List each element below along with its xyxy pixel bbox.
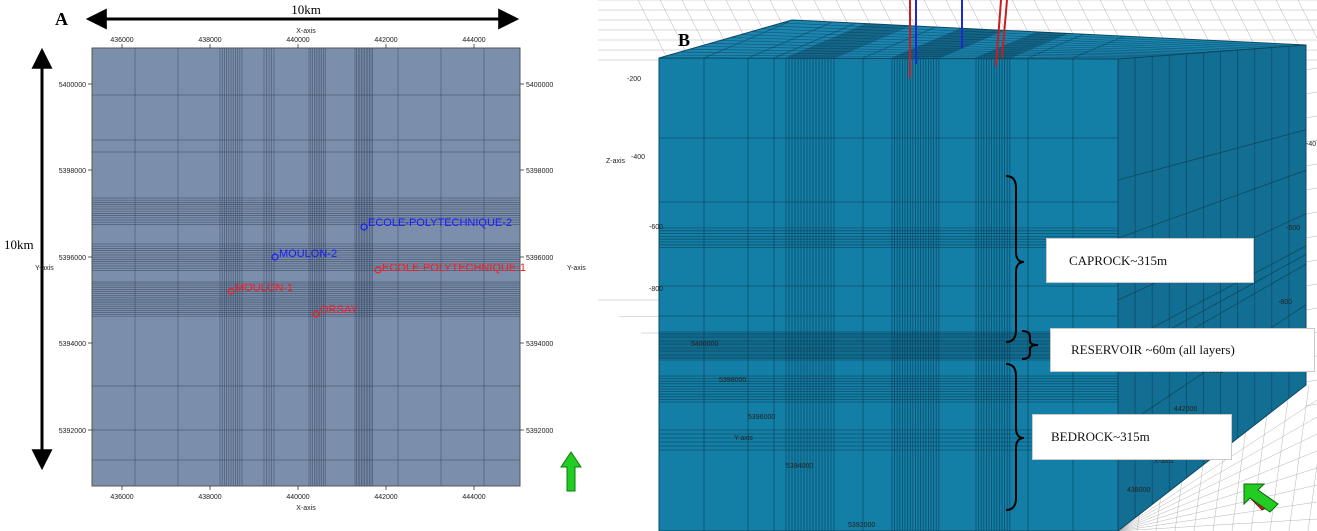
panel-b-letter: B xyxy=(678,30,690,50)
bedrock-brace-icon xyxy=(1005,363,1025,511)
y-tick-left: 5394000 xyxy=(59,341,86,348)
vertical-scale-label: 10km xyxy=(4,237,34,252)
caprock-brace-icon xyxy=(1005,175,1025,343)
y-tick-right: 5396000 xyxy=(526,255,553,262)
plan-view-map: A 10km 10km X-axis X-axis Y-axis Y-axis … xyxy=(4,2,586,512)
well-label: ECOLE-POLYTECHNIQUE-1 xyxy=(382,262,526,274)
caprock-callout: CAPROCK~315m xyxy=(1046,238,1254,283)
well-marker-icon xyxy=(360,223,368,231)
z-tick-left: -600 xyxy=(649,224,663,231)
well-moulon-1[interactable]: MOULON-1 xyxy=(227,282,293,295)
grid-lines xyxy=(92,48,520,486)
panel-a-letter: A xyxy=(55,9,68,29)
well-trajectory xyxy=(1001,0,1008,59)
reservoir-brace-icon xyxy=(1021,330,1039,360)
y-axis-title: Y-axis xyxy=(734,435,753,442)
x-axis-title: X-axis xyxy=(1154,458,1174,465)
x-tick: 442000 xyxy=(1174,406,1197,413)
well-moulon-2[interactable]: MOULON-2 xyxy=(271,248,337,261)
y-axis-title-right: Y-axis xyxy=(567,265,586,272)
x-tick-bottom: 436000 xyxy=(110,494,133,501)
z-axis-title: Z-axis xyxy=(606,158,626,165)
y-axis-title-left: Y-axis xyxy=(35,265,54,272)
z-tick-right: -800 xyxy=(1278,299,1292,306)
well-label: MOULON-1 xyxy=(235,282,293,294)
x-axis-title-bottom: X-axis xyxy=(296,505,316,512)
x-tick-bottom: 438000 xyxy=(198,494,221,501)
well-marker-icon xyxy=(312,310,320,318)
well-ecole-polytechnique-2[interactable]: ECOLE-POLYTECHNIQUE-2 xyxy=(360,217,512,231)
caprock-label: CAPROCK~315m xyxy=(1069,252,1168,268)
z-tick-right: -40 xyxy=(1306,141,1316,148)
y-tick: 5400000 xyxy=(691,341,718,348)
x-tick: 438000 xyxy=(1127,487,1150,494)
horizontal-scale-label: 10km xyxy=(291,2,321,17)
y-tick: 5396000 xyxy=(748,414,775,421)
well-trajectories xyxy=(909,0,1008,78)
well-orsay[interactable]: ORSAY xyxy=(312,304,358,318)
well-label: MOULON-2 xyxy=(279,248,337,260)
map-frame xyxy=(91,47,521,487)
right-face xyxy=(1117,44,1307,531)
y-tick: 5394000 xyxy=(786,463,813,470)
y-tick-left: 5400000 xyxy=(59,82,86,89)
y-tick-right: 5394000 xyxy=(526,341,553,348)
x-tick-bottom: 444000 xyxy=(462,494,485,501)
orientation-arrow-icon xyxy=(1243,483,1279,513)
y-tick-right: 5392000 xyxy=(526,428,553,435)
y-tick: 5392000 xyxy=(848,522,875,529)
x-tick-bottom: 442000 xyxy=(374,494,397,501)
front-grid-lines xyxy=(659,58,1118,531)
well-ecole-polytechnique-1[interactable]: ECOLE-POLYTECHNIQUE-1 xyxy=(374,262,526,274)
tick-marks xyxy=(88,44,524,490)
well-marker-icon xyxy=(374,266,382,274)
y-tick-left: 5392000 xyxy=(59,428,86,435)
x-tick-top: 442000 xyxy=(374,37,397,44)
well-label: ECOLE-POLYTECHNIQUE-2 xyxy=(368,217,512,229)
bedrock-label: BEDROCK~315m xyxy=(1051,429,1150,444)
z-tick-left: -800 xyxy=(649,286,663,293)
x-tick-top: 444000 xyxy=(462,37,485,44)
well-marker-icon xyxy=(271,253,279,261)
x-tick-top: 440000 xyxy=(286,37,309,44)
x-axis-title-top: X-axis xyxy=(296,28,316,35)
grid-map-area xyxy=(92,48,520,486)
y-tick: 5398000 xyxy=(719,377,746,384)
reservoir-label: RESERVOIR ~60m (all layers) xyxy=(1071,342,1235,357)
x-tick-top: 438000 xyxy=(198,37,221,44)
well-marker-icon xyxy=(227,287,235,295)
bedrock-callout: BEDROCK~315m xyxy=(1032,414,1232,460)
x-tick-bottom: 440000 xyxy=(286,494,309,501)
grid-3d-view: B -200 -400 Z-axis -600 -800 -40 -600 -8… xyxy=(598,0,1317,531)
y-tick-right: 5400000 xyxy=(526,82,553,89)
panel-a-plan-view: A 10km 10km X-axis X-axis Y-axis Y-axis … xyxy=(0,0,590,531)
z-tick-left: -400 xyxy=(631,154,645,161)
north-arrow-icon xyxy=(560,451,582,492)
y-tick-right: 5398000 xyxy=(526,168,553,175)
well-label: ORSAY xyxy=(320,304,358,316)
panel-b-3d-view: B -200 -400 Z-axis -600 -800 -40 -600 -8… xyxy=(598,0,1317,531)
well-trajectory xyxy=(995,0,1002,67)
y-tick-left: 5398000 xyxy=(59,168,86,175)
z-tick-right: -600 xyxy=(1286,225,1300,232)
reservoir-callout: RESERVOIR ~60m (all layers) xyxy=(1050,328,1315,372)
x-tick-top: 436000 xyxy=(110,37,133,44)
z-tick-left: -200 xyxy=(627,76,641,83)
front-face xyxy=(658,57,1119,531)
y-tick-left: 5396000 xyxy=(59,255,86,262)
